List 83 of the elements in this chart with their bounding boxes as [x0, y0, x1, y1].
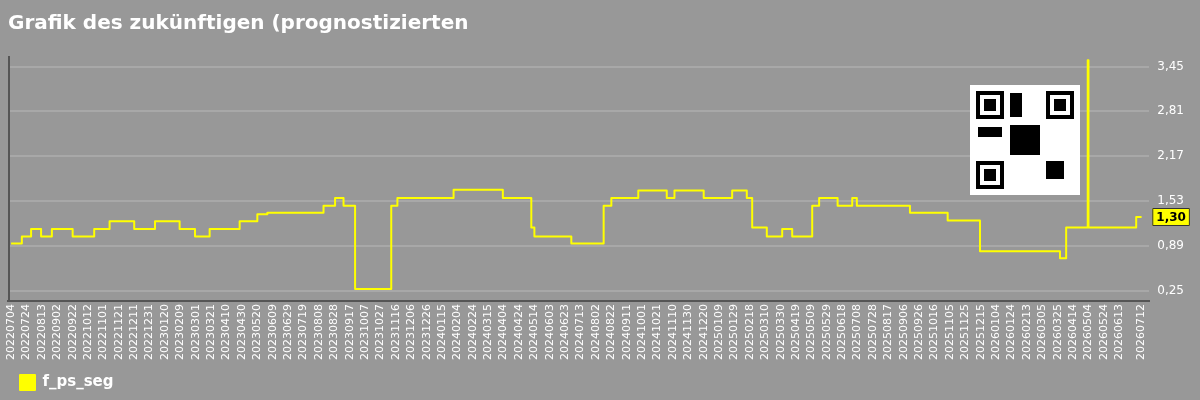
x-tick-label: 20241130 — [681, 304, 695, 361]
x-tick-label: 20220704 — [3, 304, 17, 361]
x-tick-label: 20231206 — [404, 304, 418, 361]
y-tick-label: 0,89 — [1157, 237, 1184, 252]
x-tick-label: 20250129 — [727, 304, 741, 361]
x-tick-label: 20250728 — [865, 304, 879, 361]
x-tick-label: 20231027 — [373, 304, 387, 361]
x-tick-label: 20250618 — [835, 304, 849, 361]
x-tick-label: 20260613 — [1112, 304, 1126, 361]
x-tick-label: 20251125 — [958, 304, 972, 361]
x-tick-label: 20220922 — [65, 304, 79, 361]
x-tick-label: 20220813 — [34, 304, 48, 361]
x-tick-label: 20250529 — [819, 304, 833, 361]
x-tick-label: 20251105 — [942, 304, 956, 361]
x-tick-label: 20240911 — [619, 304, 633, 361]
x-tick-label: 20230209 — [173, 304, 187, 361]
y-tick-label: 2,17 — [1157, 148, 1184, 163]
x-tick-label: 20240404 — [496, 304, 510, 361]
y-tick-label: 0,25 — [1157, 282, 1184, 297]
x-tick-label: 20251215 — [973, 304, 987, 361]
y-tick-label: 2,81 — [1157, 103, 1184, 118]
x-tick-label: 20241110 — [665, 304, 679, 361]
x-tick-label: 20260104 — [988, 304, 1002, 361]
x-tick-label: 20240713 — [573, 304, 587, 361]
x-tick-label: 20220902 — [50, 304, 64, 361]
x-tick-label: 20241001 — [634, 304, 648, 361]
x-tick-label: 20221211 — [127, 304, 141, 361]
x-tick-label: 20260504 — [1081, 304, 1095, 361]
x-tick-label: 20241220 — [696, 304, 710, 361]
x-tick-label: 20240315 — [481, 304, 495, 361]
x-tick-label: 20240603 — [542, 304, 556, 361]
x-tick-label: 20260524 — [1096, 304, 1110, 361]
x-tick-label: 20260414 — [1065, 304, 1079, 361]
x-tick-label: 20231007 — [357, 304, 371, 361]
x-tick-label: 20230430 — [234, 304, 248, 361]
x-tick-label: 20220724 — [19, 304, 33, 361]
x-tick-label: 20251016 — [927, 304, 941, 361]
x-tick-label: 20230410 — [219, 304, 233, 361]
x-tick-label: 20240623 — [558, 304, 572, 361]
x-tick-label: 20230120 — [157, 304, 171, 361]
x-tick-label: 20230828 — [327, 304, 341, 361]
x-tick-label: 20221231 — [142, 304, 156, 361]
x-tick-label: 20230719 — [296, 304, 310, 361]
x-tick-label: 20230629 — [280, 304, 294, 361]
x-tick-label: 20260305 — [1035, 304, 1049, 361]
y-tick-label: 3,45 — [1157, 58, 1184, 73]
x-tick-label: 20260213 — [1019, 304, 1033, 361]
x-tick-label: 20230808 — [311, 304, 325, 361]
x-tick-label: 20260124 — [1004, 304, 1018, 361]
x-tick-label: 20241021 — [650, 304, 664, 361]
x-tick-label: 20230609 — [265, 304, 279, 361]
x-tick-label: 20240115 — [434, 304, 448, 361]
x-tick-label: 20221101 — [96, 304, 110, 361]
x-tick-label: 20250906 — [896, 304, 910, 361]
y-tick-label: 1,53 — [1157, 193, 1184, 208]
x-tick-label: 20250817 — [881, 304, 895, 361]
x-tick-label: 20250109 — [711, 304, 725, 361]
x-tick-label: 20240424 — [511, 304, 525, 361]
x-tick-label: 20250708 — [850, 304, 864, 361]
x-tick-label: 20250926 — [912, 304, 926, 361]
x-tick-label: 20240204 — [450, 304, 464, 361]
x-tick-label: 20240514 — [527, 304, 541, 361]
x-tick-label: 20221012 — [80, 304, 94, 361]
x-tick-label: 20250509 — [804, 304, 818, 361]
x-tick-label: 20250419 — [788, 304, 802, 361]
x-tick-label: 20240822 — [604, 304, 618, 361]
x-tick-label: 20221121 — [111, 304, 125, 361]
x-tick-label: 20260712 — [1134, 304, 1148, 361]
chart-title: Grafik des zukünftigen (prognostizierten — [8, 10, 469, 35]
x-tick-label: 20240224 — [465, 304, 479, 361]
x-tick-label: 20231226 — [419, 304, 433, 361]
x-tick-label: 20230321 — [204, 304, 218, 361]
x-tick-label: 20240802 — [588, 304, 602, 361]
x-tick-label: 20231116 — [388, 304, 402, 361]
x-tick-label: 20230917 — [342, 304, 356, 361]
x-tick-label: 20250218 — [742, 304, 756, 361]
x-tick-label: 20230520 — [250, 304, 264, 361]
legend-label: f_ps_seg — [42, 372, 114, 391]
x-tick-label: 20230301 — [188, 304, 202, 361]
x-tick-label: 20250310 — [758, 304, 772, 361]
x-tick-label: 20250330 — [773, 304, 787, 361]
annotation: 1,30 — [1156, 210, 1186, 225]
x-tick-label: 20260325 — [1050, 304, 1064, 361]
